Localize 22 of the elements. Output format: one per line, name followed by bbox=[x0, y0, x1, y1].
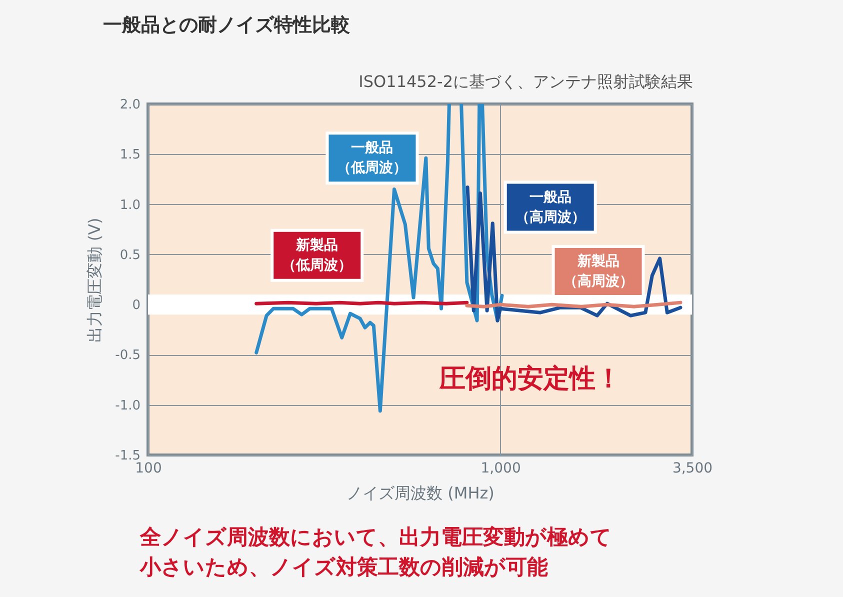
chart-title: 一般品との耐ノイズ特性比較 bbox=[103, 13, 350, 38]
y-tick-label: 0 bbox=[132, 298, 140, 314]
y-tick-label: 1.5 bbox=[120, 148, 140, 163]
x-tick-label: 3,500 bbox=[672, 460, 713, 476]
text: 全ノイズ周波数において、出力電圧変動が極めて bbox=[140, 524, 612, 551]
y-tick-label: 1.0 bbox=[120, 198, 140, 213]
series-label: 新製品（高周波） bbox=[563, 252, 634, 290]
series-label: 一般品（高周波） bbox=[515, 189, 586, 226]
y-tick-label: 2.0 bbox=[120, 98, 140, 112]
x-axis-title: ノイズ周波数 (MHz) bbox=[346, 484, 494, 502]
annotation: 圧倒的安定性！ bbox=[438, 364, 622, 394]
y-axis-title: 出力電圧変動 (V) bbox=[85, 218, 104, 342]
y-tick-label: 0.5 bbox=[120, 248, 140, 263]
text: 小さいため、ノイズ対策工数の削減が可能 bbox=[140, 554, 549, 581]
chart-subtitle: ISO11452-2に基づく、アンテナ照射試験結果 bbox=[358, 72, 693, 93]
x-tick-label: 100 bbox=[135, 460, 162, 476]
series-label: 一般品（低周波） bbox=[337, 140, 408, 176]
y-tick-label: -1.5 bbox=[115, 448, 140, 464]
x-tick-label: 1,000 bbox=[480, 460, 521, 476]
text: 新製品（低周波） bbox=[282, 236, 352, 274]
y-tick-label: -0.5 bbox=[115, 348, 140, 364]
y-tick-label: -1.0 bbox=[115, 398, 140, 414]
